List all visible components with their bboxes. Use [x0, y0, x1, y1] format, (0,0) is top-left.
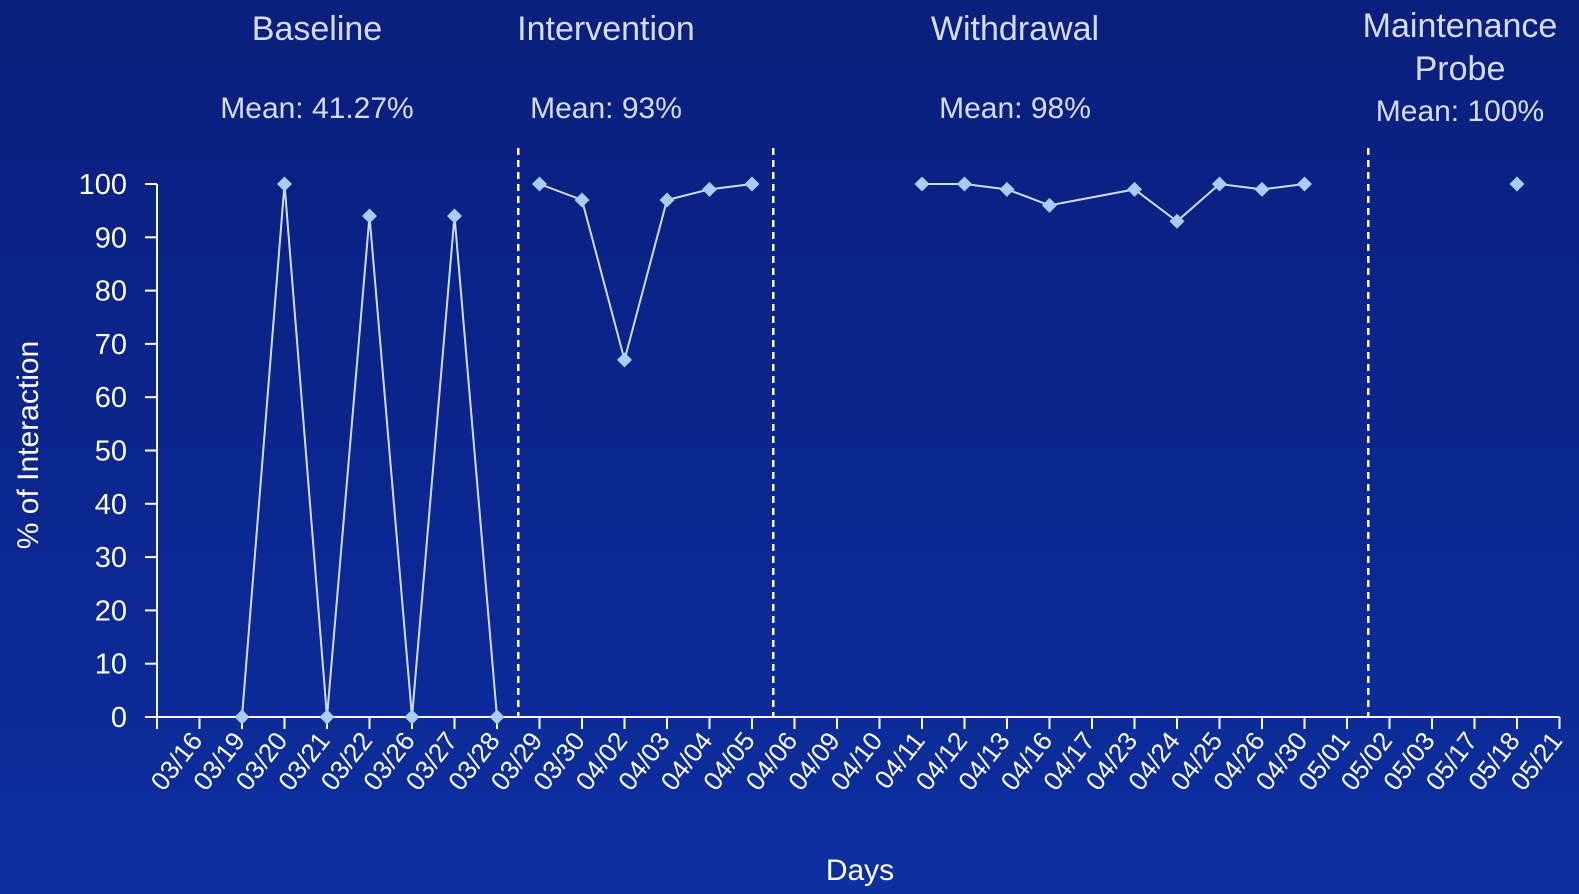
data-point: [1254, 181, 1270, 197]
y-axis-title: % of Interaction: [12, 341, 45, 549]
data-point: [277, 176, 292, 192]
phase-title: Intervention: [517, 10, 695, 48]
data-point: [1297, 176, 1312, 192]
y-tick-label: 100: [79, 169, 127, 201]
y-tick-label: 20: [95, 595, 127, 627]
data-point: [319, 709, 335, 725]
y-tick-label: 90: [95, 222, 127, 254]
phase-title: Withdrawal: [931, 10, 1099, 48]
data-point: [1127, 181, 1142, 197]
data-point: [957, 176, 972, 192]
phase-title: Maintenance Probe: [1363, 7, 1558, 88]
data-point: [1212, 176, 1227, 192]
data-point: [617, 352, 632, 368]
phase-mean: Mean: 93%: [530, 92, 682, 125]
data-point: [362, 208, 377, 224]
y-tick-label: 80: [95, 276, 127, 308]
y-tick-label: 0: [111, 702, 127, 734]
series-line: [539, 183, 753, 364]
phase-labels: Baseline Mean: 41.27% Intervention Mean: 93…: [220, 7, 1557, 128]
data-point: [914, 176, 930, 192]
phase-mean: Mean: 41.27%: [220, 92, 413, 125]
data-point: [489, 709, 505, 725]
y-tick-label: 60: [95, 382, 127, 414]
data-point: [447, 208, 462, 224]
phase-mean: Mean: 100%: [1376, 95, 1544, 128]
x-axis-title: Days: [826, 854, 894, 887]
phase-title: Baseline: [252, 10, 382, 48]
data-point: [574, 192, 590, 208]
phase-mean: Mean: 98%: [939, 92, 1091, 125]
data-point: [404, 709, 420, 725]
axes: 010203040506070809010003/1603/1903/2003/…: [79, 169, 1569, 796]
data-point: [659, 192, 675, 208]
data-point: [1509, 176, 1525, 192]
y-tick-label: 30: [95, 542, 127, 574]
y-tick-label: 50: [95, 436, 127, 468]
y-tick-label: 70: [95, 329, 127, 361]
data-point: [532, 176, 547, 192]
phase-dividers: [517, 148, 1370, 717]
y-tick-label: 40: [95, 489, 127, 521]
data-point: [234, 709, 250, 725]
data-point: [744, 176, 760, 192]
series-line: [922, 182, 1305, 223]
data-point: [999, 181, 1015, 197]
data-point: [1169, 213, 1185, 229]
data-point: [1042, 197, 1057, 213]
data-point: [702, 181, 717, 197]
series-line: [241, 183, 498, 718]
data-series: [234, 176, 1525, 725]
y-tick-label: 10: [95, 649, 127, 681]
